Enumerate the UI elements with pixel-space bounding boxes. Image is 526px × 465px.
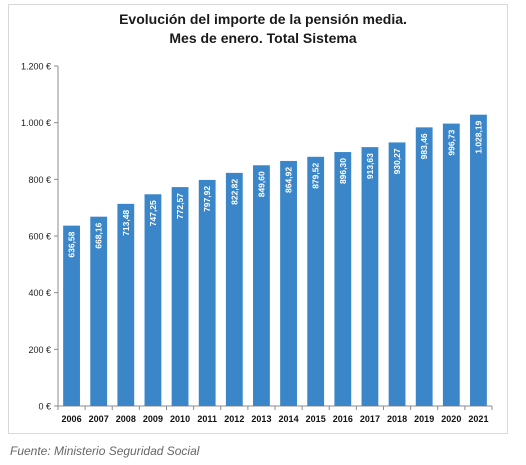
x-tick-label: 2017 xyxy=(360,414,380,424)
x-tick-label: 2014 xyxy=(279,414,299,424)
data-label: 797,92 xyxy=(202,186,212,212)
data-label: 879,52 xyxy=(311,163,321,189)
data-label: 636,58 xyxy=(67,231,77,257)
x-tick-label: 2012 xyxy=(224,414,244,424)
x-tick-label: 2009 xyxy=(143,414,163,424)
x-tick-label: 2019 xyxy=(414,414,434,424)
data-label: 864,92 xyxy=(284,167,294,193)
chart-title-line1: Evolución del importe de la pensión medi… xyxy=(119,11,407,27)
bar xyxy=(117,203,135,406)
bar xyxy=(198,179,216,406)
x-tick-label: 2020 xyxy=(441,414,461,424)
x-tick-label: 2008 xyxy=(116,414,136,424)
bar xyxy=(307,156,325,406)
bar xyxy=(470,114,487,406)
bar xyxy=(63,225,80,406)
bar xyxy=(280,160,297,406)
chart-title: Evolución del importe de la pensión medi… xyxy=(0,10,526,48)
data-label: 930,27 xyxy=(392,148,402,174)
y-tick-label: 1.000 € xyxy=(21,118,51,128)
bar xyxy=(334,152,352,406)
data-label: 896,30 xyxy=(338,158,348,184)
data-label: 983,46 xyxy=(419,133,429,159)
bar xyxy=(415,127,433,406)
chart-title-line2: Mes de enero. Total Sistema xyxy=(169,30,357,46)
x-tick-label: 2015 xyxy=(306,414,326,424)
x-tick-label: 2021 xyxy=(468,414,488,424)
data-label: 822,82 xyxy=(229,179,239,205)
data-label: 913,63 xyxy=(365,153,375,179)
data-label: 713,48 xyxy=(121,210,131,236)
y-tick-label: 600 € xyxy=(28,232,51,242)
y-tick-label: 200 € xyxy=(28,345,51,355)
bar xyxy=(90,216,108,406)
y-tick-label: 0 € xyxy=(38,402,51,412)
bar xyxy=(361,147,379,406)
y-tick-label: 1.200 € xyxy=(21,62,51,72)
x-tick-label: 2016 xyxy=(333,414,353,424)
x-tick-label: 2007 xyxy=(89,414,109,424)
x-tick-label: 2010 xyxy=(170,414,190,424)
y-tick-label: 400 € xyxy=(28,288,51,298)
data-label: 996,73 xyxy=(446,129,456,155)
data-label: 849,60 xyxy=(256,171,266,197)
data-label: 1.028,19 xyxy=(473,120,483,153)
x-tick-label: 2013 xyxy=(251,414,271,424)
data-label: 772,57 xyxy=(175,193,185,219)
x-tick-label: 2011 xyxy=(197,414,217,424)
y-tick-label: 800 € xyxy=(28,175,51,185)
source-caption: Fuente: Ministerio Seguridad Social xyxy=(10,444,200,458)
x-tick-label: 2018 xyxy=(387,414,407,424)
bar xyxy=(144,194,162,406)
data-label: 668,16 xyxy=(94,222,104,248)
bar xyxy=(388,142,406,406)
bar xyxy=(253,165,270,406)
bar xyxy=(442,123,460,406)
data-label: 747,25 xyxy=(148,200,158,226)
x-tick-label: 2006 xyxy=(62,414,82,424)
bar xyxy=(225,172,243,406)
bar xyxy=(171,187,189,406)
